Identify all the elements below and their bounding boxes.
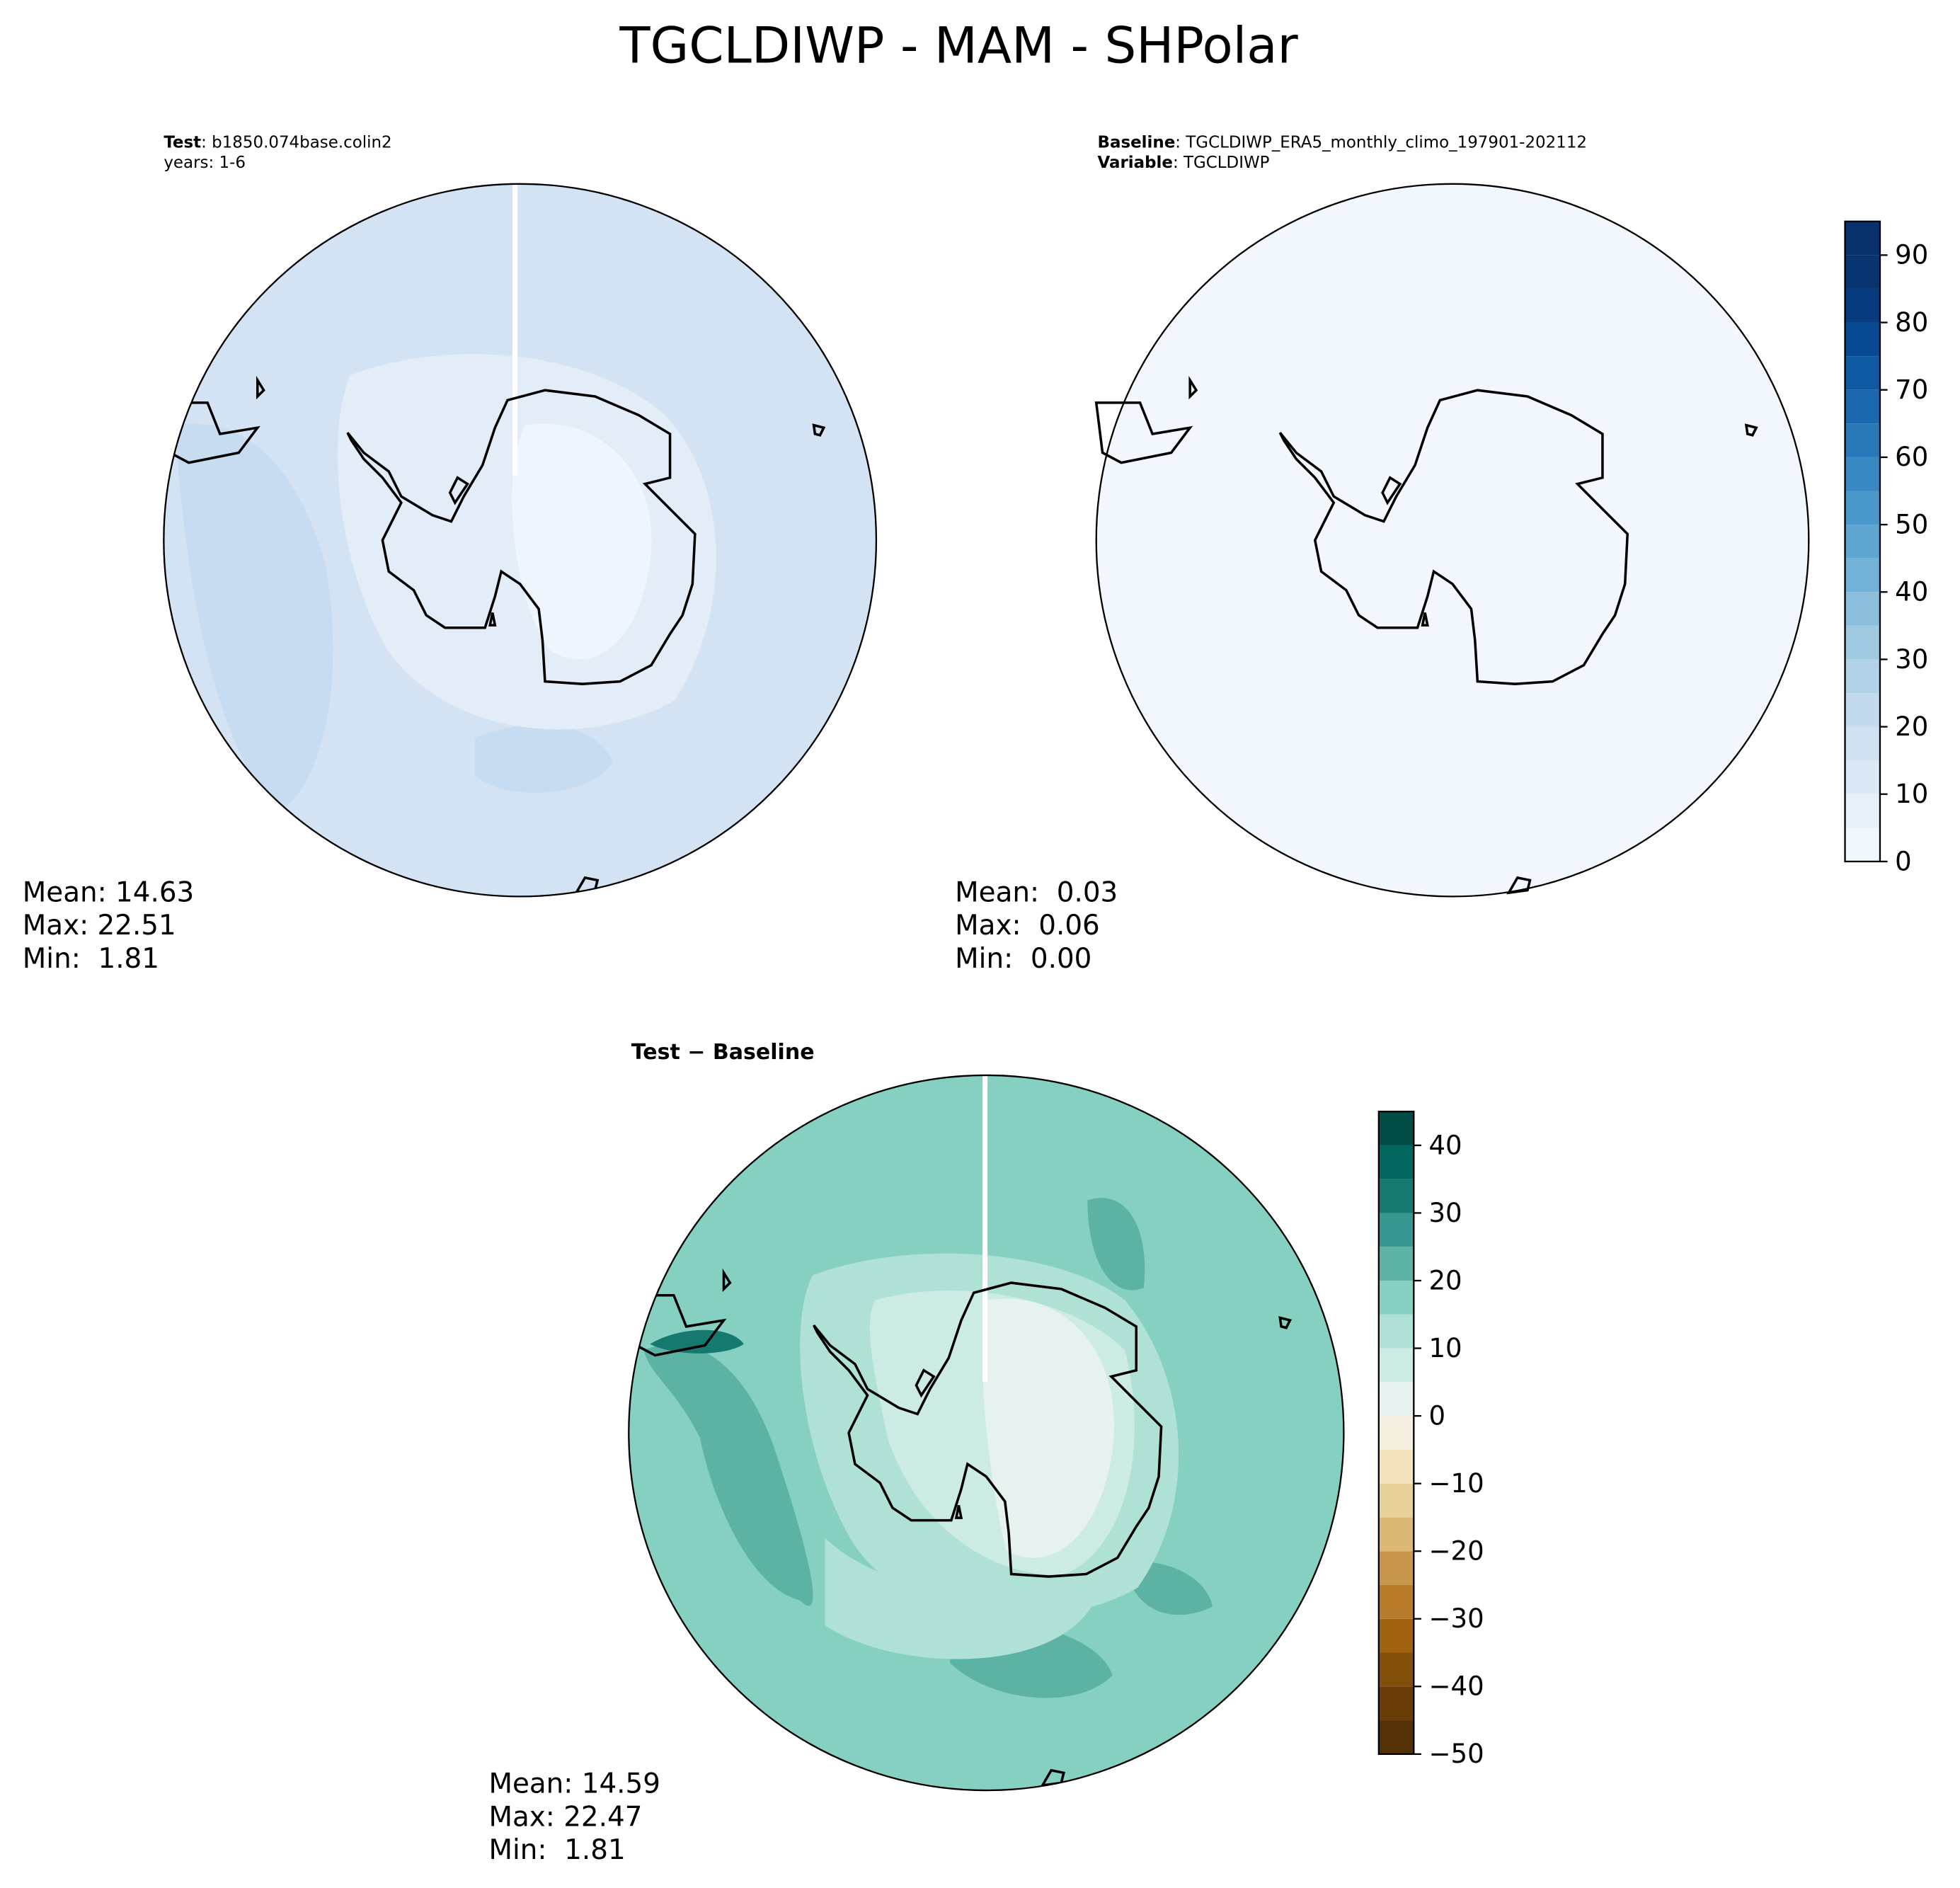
panel-header: Baseline: TGCLDIWP_ERA5_monthly_climo_19… xyxy=(1097,134,1587,152)
header-text: : TGCLDIWP_ERA5_monthly_climo_197901-202… xyxy=(1175,134,1587,152)
stat-line: Min: 1.81 xyxy=(23,943,159,975)
header-label: Variable xyxy=(1097,154,1172,172)
header-text: : b1850.074base.colin2 xyxy=(201,134,392,152)
colorbar-band xyxy=(1378,1145,1414,1179)
colorbar-band xyxy=(1845,423,1880,457)
stat-line: Mean: 0.03 xyxy=(955,876,1118,908)
colorbar-band xyxy=(1378,1213,1414,1247)
colorbar-band xyxy=(1378,1314,1414,1349)
colorbar-band xyxy=(1845,726,1880,761)
header-label: Test xyxy=(164,134,201,152)
header-label: Test − Baseline xyxy=(631,1040,815,1065)
colorbar-band xyxy=(1378,1179,1414,1213)
colorbar-band xyxy=(1845,760,1880,794)
map-test xyxy=(164,183,876,897)
colorbar-band xyxy=(1845,322,1880,357)
colorbar-band xyxy=(1845,794,1880,828)
colorbar-tick-label: 10 xyxy=(1895,779,1928,809)
colorbar-tick-label: 80 xyxy=(1895,307,1928,338)
map-baseline xyxy=(1094,183,1810,898)
colorbar-tick-label: 20 xyxy=(1895,711,1928,742)
colorbar-tick-label: −20 xyxy=(1428,1536,1484,1567)
panel-header: Test: b1850.074base.colin2 xyxy=(164,134,391,152)
colorbar-band xyxy=(1845,659,1880,694)
colorbar-band xyxy=(1845,828,1880,862)
stat-line: Max: 22.51 xyxy=(23,910,176,942)
colorbar-band xyxy=(1845,389,1880,424)
header-label: Baseline xyxy=(1097,134,1175,152)
colorbar-band xyxy=(1378,1652,1414,1687)
stat-line: Max: 22.47 xyxy=(488,1801,642,1833)
stat-line: Mean: 14.59 xyxy=(488,1768,660,1800)
colorbar-band xyxy=(1845,525,1880,559)
colorbar-tick-label: −30 xyxy=(1428,1603,1484,1634)
colorbar-band xyxy=(1845,491,1880,525)
map-difference xyxy=(629,1075,1344,1791)
colorbar-tick-label: 70 xyxy=(1895,374,1928,405)
colorbar-frame xyxy=(1377,1110,1415,1755)
stat-line: Min: 1.81 xyxy=(488,1834,625,1866)
colorbar-tick-label: 10 xyxy=(1428,1333,1462,1363)
header-text: years: 1-6 xyxy=(164,154,246,172)
colorbar-band xyxy=(1378,1483,1414,1518)
colorbar-tick-label: 30 xyxy=(1428,1198,1462,1228)
colorbar-band xyxy=(1378,1584,1414,1619)
colorbar-band xyxy=(1378,1720,1414,1754)
figure-title: TGCLDIWP - MAM - SHPolar xyxy=(619,16,1298,75)
colorbar-band xyxy=(1378,1551,1414,1585)
colorbar-band xyxy=(1845,356,1880,390)
colorbar-tick-label: 60 xyxy=(1895,442,1928,472)
colorbar-band xyxy=(1845,592,1880,626)
colorbar-band xyxy=(1378,1449,1414,1484)
colorbar-band xyxy=(1378,1247,1414,1281)
colorbar-tick-label: −10 xyxy=(1428,1468,1484,1499)
panel-header: Variable: TGCLDIWP xyxy=(1097,154,1269,172)
colorbar-tick-label: 20 xyxy=(1428,1265,1462,1295)
colorbar-band xyxy=(1845,625,1880,660)
colorbar-band xyxy=(1845,255,1880,289)
colorbar-band xyxy=(1378,1618,1414,1653)
colorbar-band xyxy=(1845,288,1880,323)
stat-line: Min: 0.00 xyxy=(955,943,1091,975)
colorbar-band xyxy=(1378,1382,1414,1417)
colorbar-band xyxy=(1378,1281,1414,1315)
colorbar-band xyxy=(1845,457,1880,491)
colorbar-tick-label: −50 xyxy=(1428,1739,1484,1769)
colorbar-tick-label: 50 xyxy=(1895,509,1928,539)
colorbar-band xyxy=(1378,1111,1414,1145)
colorbar-band xyxy=(1845,221,1880,256)
colorbar-tick-label: −40 xyxy=(1428,1671,1484,1702)
colorbar-tick-label: 40 xyxy=(1428,1130,1462,1160)
colorbar-frame xyxy=(1844,220,1881,863)
header-text: : TGCLDIWP xyxy=(1173,154,1270,172)
colorbar-tick-label: 30 xyxy=(1895,644,1928,675)
colorbar-band xyxy=(1845,693,1880,727)
colorbar-tick-label: 90 xyxy=(1895,240,1928,270)
colorbar-band xyxy=(1378,1686,1414,1721)
panel-header: Test − Baseline xyxy=(631,1040,815,1065)
colorbar-tick-label: 40 xyxy=(1895,577,1928,607)
colorbar-tick-label: 0 xyxy=(1428,1400,1445,1431)
colorbar-band xyxy=(1378,1348,1414,1383)
colorbar-tick-label: 0 xyxy=(1895,846,1912,876)
colorbar-band xyxy=(1378,1416,1414,1450)
stat-line: Max: 0.06 xyxy=(955,910,1100,942)
panel-header: years: 1-6 xyxy=(164,154,246,172)
colorbar-band xyxy=(1378,1517,1414,1552)
stat-line: Mean: 14.63 xyxy=(23,876,194,908)
colorbar-band xyxy=(1845,558,1880,593)
